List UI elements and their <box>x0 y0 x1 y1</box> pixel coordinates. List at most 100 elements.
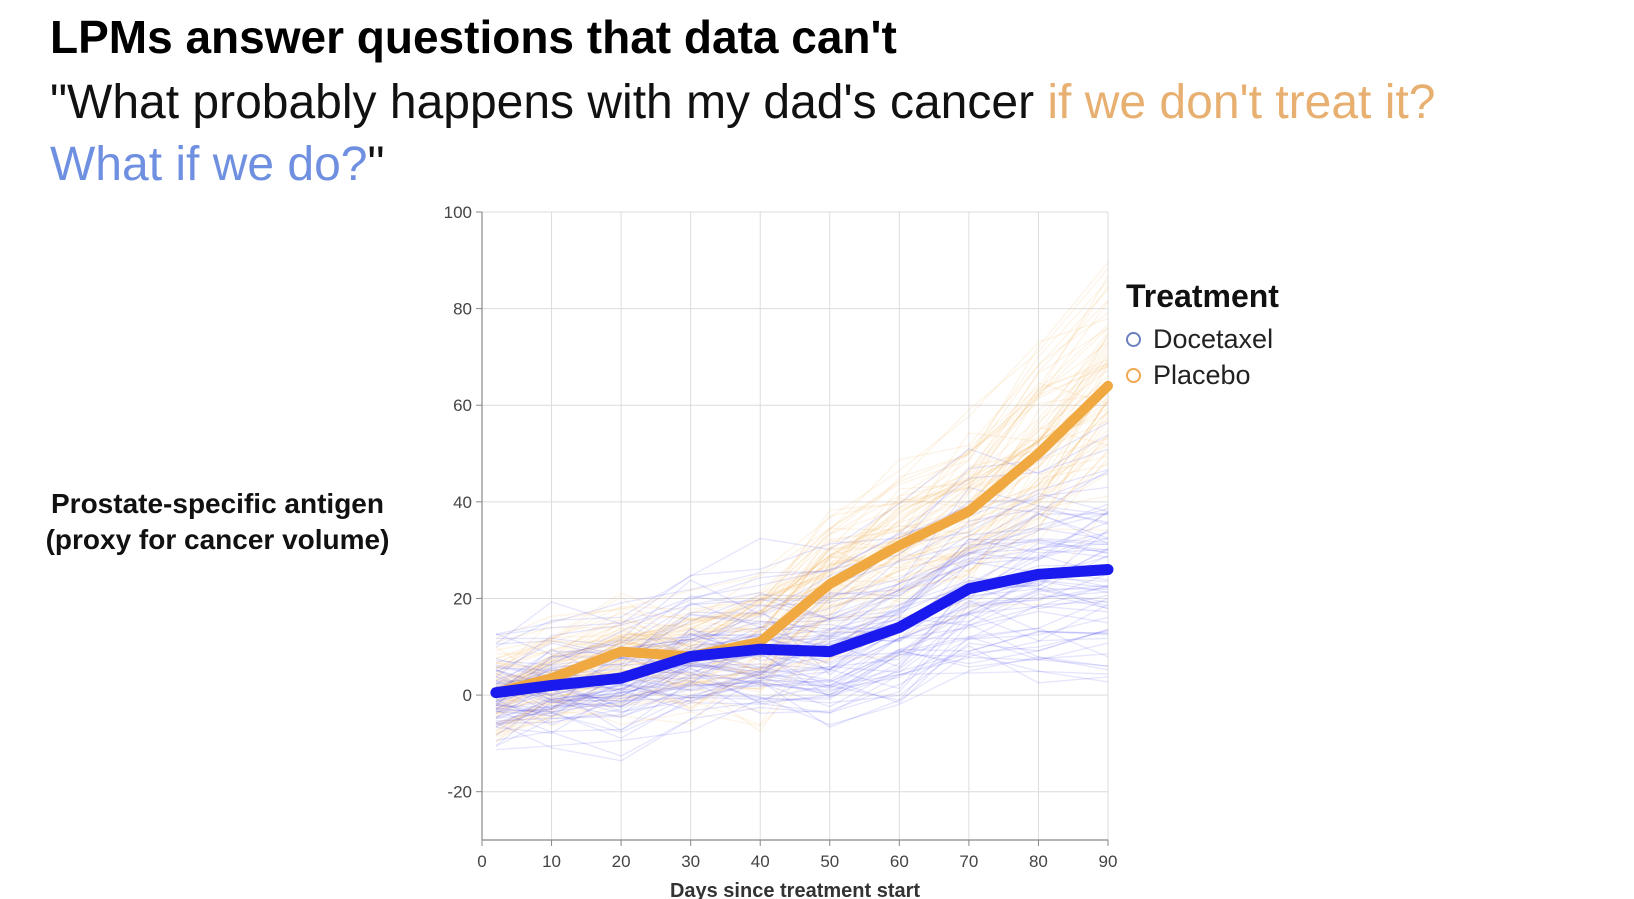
sample-trajectory-line <box>495 349 1109 669</box>
x-tick-label: 90 <box>1099 852 1118 871</box>
sample-trajectory-line <box>495 577 1109 713</box>
x-tick-label: 70 <box>959 852 978 871</box>
question-treated: What if we do? <box>50 138 368 191</box>
sample-trajectory-line <box>495 568 1109 747</box>
legend-label-placebo: Placebo <box>1153 359 1251 390</box>
sample-trajectory-line <box>495 275 1109 685</box>
x-tick-label: 60 <box>890 852 909 871</box>
sample-trajectory-line <box>495 389 1109 668</box>
x-tick-label: 20 <box>612 852 631 871</box>
sample-trajectory-line <box>495 437 1109 723</box>
sample-trajectory-line <box>495 586 1109 695</box>
sample-trajectory-line <box>495 301 1109 668</box>
x-tick-label: 0 <box>477 852 486 871</box>
sample-trajectory-line <box>495 528 1109 733</box>
sample-trajectory-line <box>495 327 1109 639</box>
sample-trajectory-line <box>495 538 1109 679</box>
sample-trajectory-line <box>495 511 1109 682</box>
sample-trajectory-line <box>495 593 1109 726</box>
sample-trajectory-line <box>495 393 1109 660</box>
sample-trajectory-line <box>495 369 1109 692</box>
sample-trajectory-line <box>495 397 1109 651</box>
docetaxel-mean-line <box>490 563 1114 699</box>
sample-trajectory-line <box>495 334 1109 696</box>
sample-trajectory-line <box>495 422 1109 690</box>
sample-trajectory-line <box>495 327 1109 670</box>
sample-trajectory-line <box>495 268 1109 693</box>
sample-trajectory-line <box>495 584 1109 701</box>
chart-legend: Treatment Docetaxel Placebo <box>1126 278 1279 393</box>
sample-trajectory-line <box>495 600 1109 762</box>
sample-trajectory-line <box>495 504 1109 736</box>
y-tick-label: 40 <box>453 493 472 512</box>
y-axis-label-line2: (proxy for cancer volume) <box>45 524 390 555</box>
sample-trajectory-line <box>495 461 1109 716</box>
sample-trajectory-line <box>495 513 1109 714</box>
sample-trajectory-line <box>495 583 1109 737</box>
sample-trajectory-line <box>495 443 1109 698</box>
sample-trajectory-line <box>495 616 1109 704</box>
sample-trajectory-line <box>495 442 1109 735</box>
sample-trajectory-line <box>495 628 1109 728</box>
question-text: "What probably happens with my dad's can… <box>50 76 1048 129</box>
legend-item-docetaxel: Docetaxel <box>1126 321 1279 357</box>
sample-trajectory-line <box>495 584 1109 710</box>
sample-trajectory-line <box>495 434 1109 689</box>
sample-trajectory-line <box>495 512 1109 722</box>
sample-trajectory-line <box>495 355 1109 697</box>
sample-trajectory-line <box>495 448 1109 635</box>
sample-trajectory-line <box>495 630 1109 757</box>
sample-trajectory-line <box>495 280 1109 718</box>
sample-trajectory-line <box>495 508 1109 692</box>
sample-trajectory-line <box>495 345 1109 655</box>
sample-trajectory-line <box>495 420 1109 735</box>
sample-trajectory-line <box>495 285 1109 677</box>
y-tick-label: 60 <box>453 396 472 415</box>
question-close-quote: " <box>367 138 385 191</box>
sample-trajectory-line <box>495 554 1109 657</box>
x-tick-label: 30 <box>681 852 700 871</box>
sample-trajectory-line <box>495 324 1109 724</box>
sample-trajectory-line <box>495 389 1109 671</box>
sample-trajectory-line <box>495 543 1109 713</box>
sample-trajectory-line <box>495 495 1109 729</box>
sample-trajectory-line <box>495 627 1109 703</box>
sample-trajectory-line <box>495 434 1109 648</box>
sample-trajectory-line <box>495 410 1109 691</box>
sample-trajectory-line <box>495 508 1109 673</box>
sample-trajectory-line <box>495 363 1109 680</box>
sample-trajectory-line <box>495 317 1109 709</box>
sample-trajectory-line <box>495 382 1109 699</box>
sample-trajectory-line <box>495 656 1109 741</box>
sample-trajectory-line <box>495 400 1109 742</box>
x-tick-label: 50 <box>820 852 839 871</box>
sample-trajectory-line <box>495 470 1109 645</box>
sample-trajectory-line <box>495 605 1109 724</box>
sample-trajectory-line <box>495 468 1109 691</box>
legend-label-docetaxel: Docetaxel <box>1153 323 1274 354</box>
y-tick-label: 100 <box>444 203 472 222</box>
x-tick-label: 80 <box>1029 852 1048 871</box>
sample-trajectory-line <box>495 630 1109 713</box>
y-tick-label: 80 <box>453 300 472 319</box>
sample-trajectory-line <box>495 400 1109 688</box>
sample-trajectory-line <box>495 603 1109 720</box>
sample-trajectory-line <box>495 628 1109 717</box>
question-untreated: if we don't treat it? <box>1047 76 1436 129</box>
sample-trajectory-line <box>495 642 1109 702</box>
sample-trajectory-line <box>495 312 1109 726</box>
sample-trajectory-line <box>495 419 1109 675</box>
sample-trajectory-line <box>495 591 1109 724</box>
sample-trajectory-line <box>495 472 1109 636</box>
sample-trajectory-line <box>495 387 1109 660</box>
sample-trajectory-line <box>495 363 1109 707</box>
sample-trajectory-line <box>495 623 1109 739</box>
sample-trajectory-line <box>495 389 1109 685</box>
sample-trajectory-line <box>495 358 1109 677</box>
sample-trajectory-line <box>495 492 1109 648</box>
sample-trajectory-line <box>495 613 1109 747</box>
sample-trajectory-line <box>495 542 1109 685</box>
sample-trajectory-line <box>495 636 1109 718</box>
sample-trajectory-line <box>495 599 1109 751</box>
